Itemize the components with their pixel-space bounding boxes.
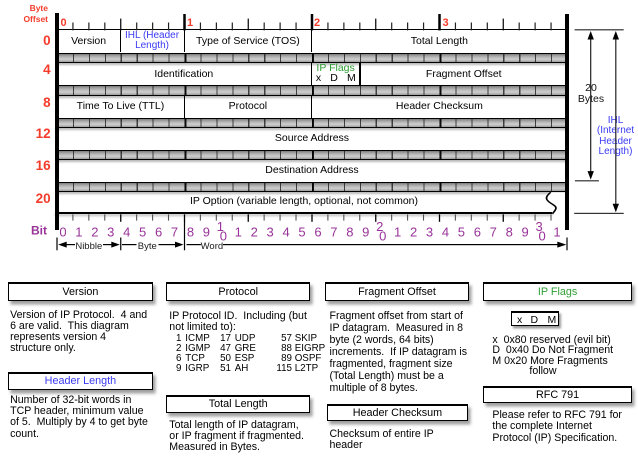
svg-text:6: 6 xyxy=(314,224,321,239)
svg-text:9: 9 xyxy=(522,224,529,239)
svg-text:9: 9 xyxy=(362,224,369,239)
svg-text:0: 0 xyxy=(379,228,386,243)
svg-text:9: 9 xyxy=(203,224,210,239)
svg-text:5: 5 xyxy=(458,224,465,239)
svg-text:3: 3 xyxy=(267,224,274,239)
svg-text:8: 8 xyxy=(187,224,194,239)
svg-text:5: 5 xyxy=(139,224,146,239)
svg-text:Word: Word xyxy=(201,241,224,252)
svg-text:3: 3 xyxy=(535,219,542,234)
svg-text:1: 1 xyxy=(394,224,401,239)
svg-text:8: 8 xyxy=(346,224,353,239)
svg-text:6: 6 xyxy=(474,224,481,239)
svg-text:7: 7 xyxy=(330,224,337,239)
svg-text:2: 2 xyxy=(251,224,258,239)
svg-text:7: 7 xyxy=(171,224,178,239)
svg-text:0: 0 xyxy=(220,228,227,243)
svg-text:6: 6 xyxy=(155,224,162,239)
svg-text:3: 3 xyxy=(107,224,114,239)
svg-text:1: 1 xyxy=(75,224,82,239)
svg-text:7: 7 xyxy=(490,224,497,239)
svg-text:2: 2 xyxy=(91,224,98,239)
svg-text:3: 3 xyxy=(426,224,433,239)
svg-text:2: 2 xyxy=(410,224,417,239)
svg-text:1: 1 xyxy=(235,224,242,239)
svg-text:Byte: Byte xyxy=(138,241,157,252)
svg-text:8: 8 xyxy=(506,224,513,239)
svg-text:0: 0 xyxy=(59,224,66,239)
svg-text:0: 0 xyxy=(538,228,545,243)
svg-text:4: 4 xyxy=(442,224,449,239)
svg-text:1: 1 xyxy=(553,224,560,239)
svg-text:5: 5 xyxy=(298,224,305,239)
svg-text:4: 4 xyxy=(123,224,130,239)
svg-text:1: 1 xyxy=(217,219,224,234)
svg-text:4: 4 xyxy=(282,224,289,239)
svg-text:2: 2 xyxy=(376,219,383,234)
svg-text:Nibble: Nibble xyxy=(75,241,102,252)
svg-text:Bit: Bit xyxy=(31,224,47,238)
